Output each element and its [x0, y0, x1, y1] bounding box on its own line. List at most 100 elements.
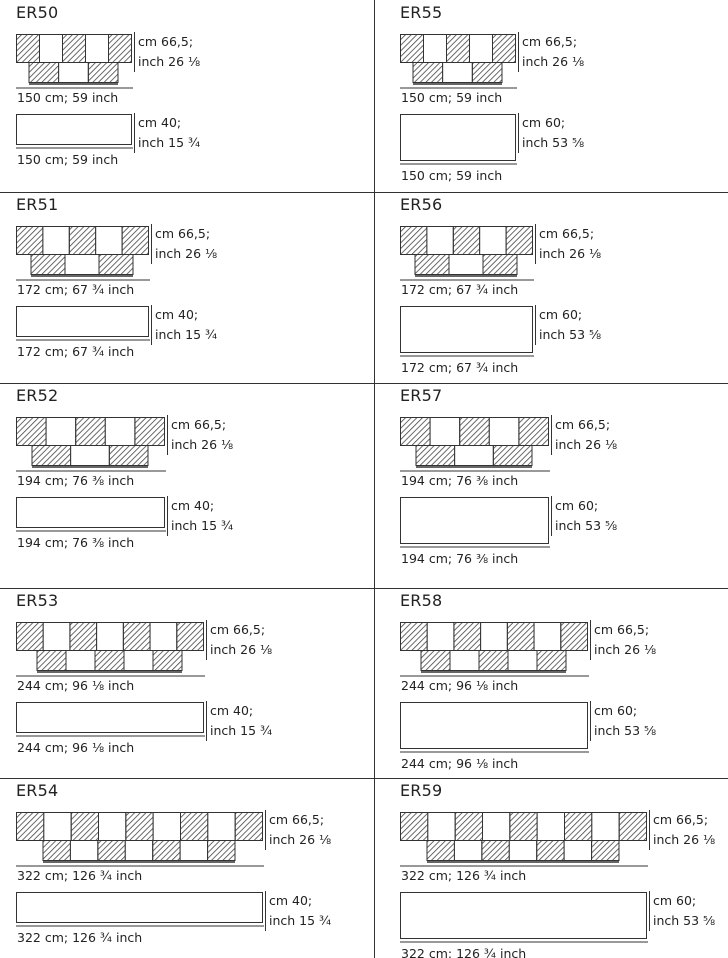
back-cushion-open-segment: [149, 622, 178, 651]
back-cushion-hatched-segment: [453, 622, 482, 651]
front-view-drawing: [16, 812, 264, 867]
back-cushion-open-segment: [427, 812, 456, 841]
seat-cushion-hatched-segment: [152, 840, 181, 861]
height-cm: cm 40;: [210, 703, 254, 718]
model-cell-er50: ER50 cm 66,5; inch 26 ⅛ 150 cm; 59 inch cm 4…: [16, 0, 370, 185]
back-cushion-open-segment: [95, 226, 123, 255]
model-code: ER56: [400, 195, 443, 214]
model-code: ER57: [400, 386, 443, 405]
box-view-drawing: [16, 114, 133, 149]
seat-cushion-hatched-segment: [207, 840, 236, 861]
box-view-drawing: [400, 702, 589, 753]
model-code: ER55: [400, 3, 443, 22]
front-height-label: cm 66,5; inch 26 ⅛: [590, 620, 656, 660]
seat-cushion-open-segment: [64, 254, 100, 275]
height-inch: inch 26 ⅛: [171, 437, 234, 452]
box-outline: [16, 497, 165, 528]
back-cushion-hatched-segment: [492, 34, 516, 63]
seat-cushion-hatched-segment: [42, 840, 71, 861]
front-view-drawing: [16, 34, 133, 89]
seat-cushion-hatched-segment: [36, 650, 67, 671]
box-height-label: cm 60; inch 53 ⅝: [590, 701, 656, 741]
back-cushion-open-segment: [152, 812, 182, 841]
model-cell-er56: ER56 cm 66,5; inch 26 ⅛ 172 cm; 67 ¾ inch cm…: [400, 192, 728, 377]
back-cushion-hatched-segment: [518, 417, 550, 446]
back-cushion-open-segment: [104, 417, 136, 446]
height-inch: inch 53 ⅝: [522, 135, 585, 150]
seat-cushion-open-segment: [58, 62, 89, 83]
seat-cushion-hatched-segment: [536, 650, 567, 671]
back-cushion-hatched-segment: [618, 812, 648, 841]
height-cm: cm 40;: [155, 307, 199, 322]
back-cushion-hatched-segment: [16, 226, 44, 255]
back-cushion-hatched-segment: [505, 226, 533, 255]
back-cushion-open-segment: [42, 622, 71, 651]
box-height-label: cm 60; inch 53 ⅝: [535, 305, 601, 345]
back-cushion-hatched-segment: [75, 417, 106, 446]
box-outline: [16, 306, 149, 337]
height-cm: cm 66,5;: [653, 812, 709, 827]
box-outline: [400, 114, 516, 161]
model-cell-er51: ER51 cm 66,5; inch 26 ⅛ 172 cm; 67 ¾ inch cm…: [16, 192, 370, 377]
model-cell-er54: ER54 cm 66,5; inch 26 ⅛ 322 cm; 126 ¾ inch c…: [16, 778, 370, 958]
height-inch: inch 26 ⅛: [138, 54, 201, 69]
front-view-drawing: [16, 622, 205, 677]
seat-cushion-hatched-segment: [94, 650, 125, 671]
back-cushion-open-segment: [45, 417, 77, 446]
height-cm: cm 66,5;: [522, 34, 578, 49]
seat-cushion-open-segment: [124, 840, 154, 861]
box-outline: [16, 114, 132, 145]
front-width-label: 172 cm; 67 ¾ inch: [17, 282, 135, 297]
seat-cushion-open-segment: [69, 840, 99, 861]
box-width-label: 172 cm; 67 ¾ inch: [401, 360, 519, 375]
height-inch: inch 53 ⅝: [539, 327, 602, 342]
seat-cushion-hatched-segment: [482, 254, 518, 275]
back-cushion-open-segment: [207, 812, 236, 841]
box-width-label: 150 cm; 59 inch: [401, 168, 503, 183]
front-height-label: cm 66,5; inch 26 ⅛: [167, 415, 233, 455]
back-cushion-hatched-segment: [400, 34, 424, 63]
back-cushion-hatched-segment: [70, 812, 100, 841]
height-cm: cm 66,5;: [555, 417, 611, 432]
seat-cushion-hatched-segment: [492, 445, 533, 466]
height-cm: cm 40;: [269, 893, 313, 908]
front-view-drawing: [16, 417, 166, 472]
back-cushion-open-segment: [469, 34, 493, 63]
height-cm: cm 40;: [138, 115, 182, 130]
height-cm: cm 66,5;: [138, 34, 194, 49]
seat-cushion-open-segment: [453, 840, 483, 861]
back-cushion-hatched-segment: [62, 34, 86, 63]
box-width-label: 172 cm; 67 ¾ inch: [17, 344, 135, 359]
box-height-label: cm 40; inch 15 ¾: [206, 701, 272, 741]
box-view-drawing: [400, 114, 517, 165]
box-height-label: cm 60; inch 53 ⅝: [649, 891, 715, 931]
box-view-drawing: [400, 497, 550, 548]
model-code: ER58: [400, 591, 443, 610]
front-width-label: 150 cm; 59 inch: [401, 90, 503, 105]
back-cushion-open-segment: [42, 226, 70, 255]
front-view-drawing: [400, 417, 550, 472]
back-cushion-hatched-segment: [506, 622, 535, 651]
height-cm: cm 60;: [539, 307, 583, 322]
box-outline: [400, 497, 549, 544]
front-width-label: 194 cm; 76 ⅜ inch: [17, 473, 135, 488]
back-cushion-hatched-segment: [454, 812, 484, 841]
height-inch: inch 15 ¾: [138, 135, 201, 150]
front-height-label: cm 66,5; inch 26 ⅛: [518, 32, 584, 72]
seat-cushion-open-segment: [179, 840, 209, 861]
row-divider: [0, 192, 728, 193]
box-view-drawing: [16, 892, 264, 927]
box-height-label: cm 40; inch 15 ¾: [151, 305, 217, 345]
seat-cushion-open-segment: [442, 62, 473, 83]
front-height-label: cm 66,5; inch 26 ⅛: [649, 810, 715, 850]
back-cushion-hatched-segment: [234, 812, 264, 841]
back-cushion-hatched-segment: [564, 812, 593, 841]
seat-cushion-hatched-segment: [30, 254, 66, 275]
seat-cushion-hatched-segment: [87, 62, 119, 83]
front-height-label: cm 66,5; inch 26 ⅛: [551, 415, 617, 455]
back-cushion-open-segment: [426, 622, 455, 651]
front-height-label: cm 66,5; inch 26 ⅛: [206, 620, 272, 660]
box-view-drawing: [400, 306, 534, 357]
back-cushion-open-segment: [429, 417, 461, 446]
